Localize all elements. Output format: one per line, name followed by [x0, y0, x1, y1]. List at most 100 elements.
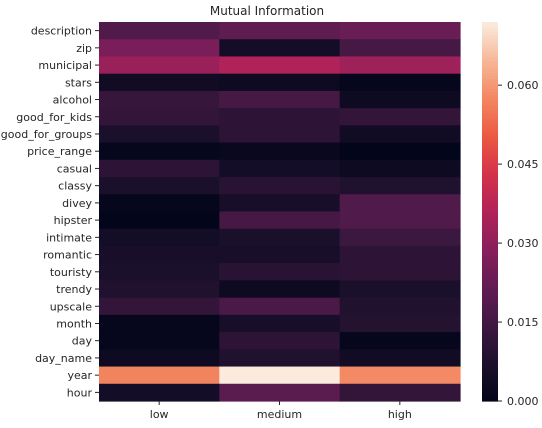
heatmap-cell-divey-low — [99, 194, 220, 213]
colorbar-segment — [482, 66, 498, 70]
heatmap-cell-alcohol-high — [339, 90, 461, 109]
colorbar-segment — [482, 78, 498, 83]
heatmap-cell-intimate-medium — [219, 228, 341, 247]
colorbar-segment — [482, 107, 498, 112]
colorbar-segment — [482, 366, 498, 371]
heatmap-cell-romantic-low — [99, 245, 220, 264]
colorbar-segment — [482, 325, 498, 329]
colorbar-segment — [482, 154, 498, 159]
colorbar-segment — [482, 385, 498, 389]
column-label-medium: medium — [257, 408, 302, 421]
heatmap-cell-day_name-high — [339, 349, 461, 368]
heatmap-cell-intimate-low — [99, 228, 220, 247]
colorbar-segment — [482, 189, 498, 194]
colorbar-segment — [482, 315, 498, 320]
row-label-stars: stars — [65, 76, 92, 89]
colorbar-segment — [482, 382, 498, 386]
colorbar-tick-label: 0.060 — [507, 79, 539, 92]
heatmap-cell-stars-medium — [219, 73, 341, 92]
colorbar-segment — [482, 198, 498, 203]
colorbar-segment — [482, 220, 498, 225]
colorbar-segment — [482, 138, 498, 143]
heatmap-cell-casual-high — [339, 159, 461, 178]
colorbar-segment — [482, 97, 498, 102]
colorbar-segment — [482, 37, 498, 42]
colorbar-segment — [482, 44, 498, 48]
colorbar-segment — [482, 167, 498, 172]
row-label-romantic: romantic — [43, 249, 92, 262]
colorbar-segment — [482, 170, 498, 175]
row-label-good_for_groups: good_for_groups — [1, 128, 92, 141]
colorbar-segment — [482, 246, 498, 250]
heatmap-cell-month-medium — [219, 314, 341, 333]
colorbar-segment — [482, 262, 498, 266]
heatmap-cell-romantic-medium — [219, 245, 341, 264]
colorbar-segment — [482, 195, 498, 200]
heatmap-cell-casual-low — [99, 159, 220, 178]
heatmap-cell-hour-high — [339, 383, 461, 402]
heatmap-cell-good_for_groups-medium — [219, 125, 341, 144]
heatmap-cell-classy-high — [339, 177, 461, 195]
heatmap-cell-trendy-medium — [219, 280, 341, 299]
colorbar-segment — [482, 142, 498, 146]
heatmap-cell-hipster-high — [339, 211, 461, 230]
colorbar-segment — [482, 123, 498, 127]
heatmap-cell-hipster-medium — [219, 211, 341, 230]
colorbar-segment — [482, 186, 498, 190]
colorbar-segment — [482, 217, 498, 222]
heatmap-cell-stars-low — [99, 73, 220, 92]
colorbar-segment — [482, 347, 498, 352]
colorbar-segment — [482, 233, 498, 238]
heatmap-cell-touristy-low — [99, 263, 220, 282]
colorbar-segment — [482, 104, 498, 108]
heatmap-cell-good_for_kids-high — [339, 108, 461, 126]
colorbar-segment — [482, 296, 498, 301]
heatmap-cell-municipal-high — [339, 56, 461, 75]
heatmap-cell-month-high — [339, 314, 461, 333]
heatmap-cell-description-low — [99, 22, 220, 40]
colorbar-segment — [482, 224, 498, 228]
colorbar-segment — [482, 350, 498, 355]
row-label-intimate: intimate — [46, 231, 92, 244]
heatmap-cell-divey-medium — [219, 194, 341, 213]
heatmap-cell-year-medium — [219, 366, 341, 385]
colorbar-segment — [482, 255, 498, 260]
heatmap-cell-alcohol-low — [99, 90, 220, 109]
colorbar-segment — [482, 239, 498, 244]
colorbar-segment — [482, 249, 498, 254]
colorbar-segment — [482, 230, 498, 235]
colorbar-segment — [482, 91, 498, 96]
heatmap-cell-upscale-medium — [219, 297, 341, 316]
row-label-casual: casual — [57, 162, 92, 175]
heatmap-cell-casual-medium — [219, 159, 341, 178]
colorbar-segment — [482, 394, 498, 399]
column-labels: low medium high — [150, 401, 412, 421]
colorbar-segment — [482, 69, 498, 74]
colorbar-segment — [482, 299, 498, 304]
colorbar-segment — [482, 85, 498, 89]
colorbar-segment — [482, 116, 498, 121]
colorbar-segment — [482, 353, 498, 358]
colorbar-segment — [482, 274, 498, 279]
colorbar-segment — [482, 331, 498, 336]
colorbar-segment — [482, 113, 498, 118]
colorbar-segment — [482, 164, 498, 168]
colorbar-segment — [482, 252, 498, 257]
colorbar-segment — [482, 214, 498, 219]
colorbar-segment — [482, 192, 498, 197]
colorbar-segment — [482, 306, 498, 311]
colorbar-segment — [482, 397, 498, 402]
colorbar-segment — [482, 344, 498, 348]
heatmap-cell-romantic-high — [339, 245, 461, 264]
colorbar-segment — [482, 132, 498, 137]
row-label-description: description — [31, 25, 92, 38]
colorbar: 0.000 0.015 0.030 0.045 0.060 — [482, 22, 539, 408]
colorbar-segment — [482, 205, 498, 209]
column-label-high: high — [388, 408, 412, 421]
colorbar-tick-label: 0.015 — [507, 316, 539, 329]
heatmap-cell-description-high — [339, 22, 461, 40]
heatmap-cell-month-low — [99, 314, 220, 333]
colorbar-segment — [482, 129, 498, 134]
row-label-trendy: trendy — [56, 283, 92, 296]
colorbar-segment — [482, 47, 498, 52]
